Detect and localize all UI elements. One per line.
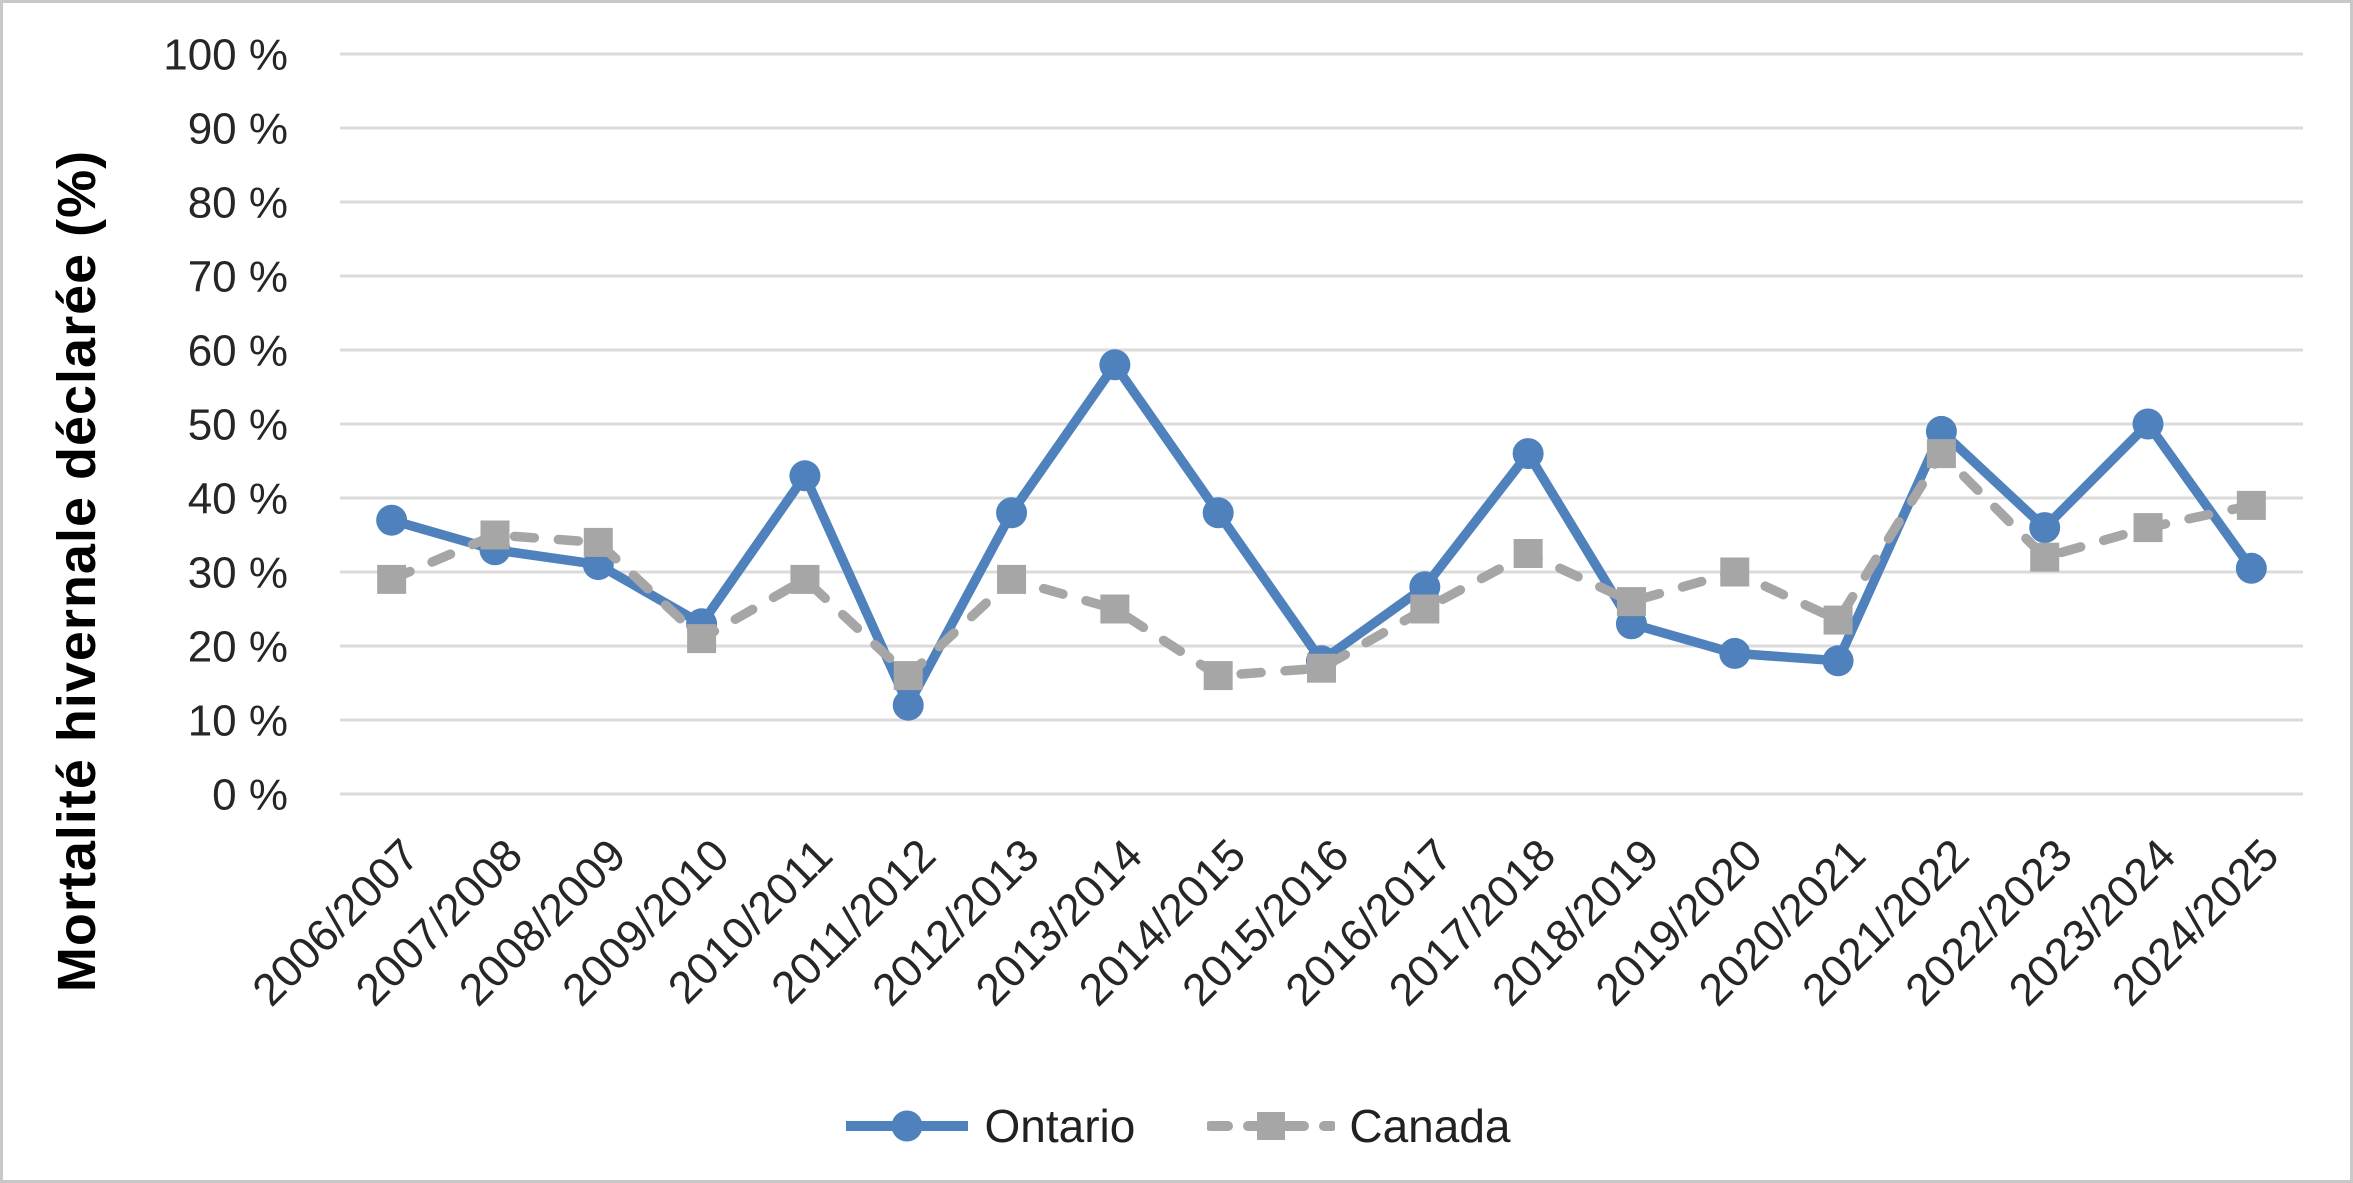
canada-marker [1926,439,1956,469]
canada-marker [1513,539,1543,568]
canada-marker [377,564,407,594]
y-tick-label: 30 % [188,549,288,598]
ontario-marker [789,460,821,492]
ontario-marker [376,504,408,536]
ontario-legend-marker-icon [891,1110,922,1142]
canada-marker [687,624,717,654]
y-tick-label: 50 % [188,401,288,450]
ontario-marker [892,689,924,721]
ontario-marker [2132,408,2164,440]
canada-marker [1100,594,1130,624]
canada-marker [2030,542,2060,572]
canada-marker [1307,653,1336,683]
y-tick-label: 10 % [188,697,288,746]
canada-line [386,448,2257,681]
line-chart: 0 % 10 % 20 % 30 % 40 % 50 % 60 % 70 % 80 % 90 % 1… [163,31,2303,1015]
y-tick-label: 80 % [188,179,288,228]
ontario-marker [1719,637,1751,669]
y-tick-label: 0 % [212,771,288,820]
x-axis-tick-labels: 2006/20072007/20082008/20092009/20102010… [242,829,2288,1015]
canada-marker [1823,605,1853,635]
ontario-marker [1822,645,1854,677]
canada-legend-swatch [1207,1112,1336,1140]
y-axis-title: Mortalité hivernale déclarée (%) [47,149,107,993]
ontario-legend-swatch [845,1110,968,1142]
y-tick-label: 100 % [163,31,288,80]
canada-marker [1720,557,1750,587]
ontario-marker [2235,552,2267,584]
canada-marker [480,520,510,550]
ontario-marker [996,497,1028,529]
canada-marker [790,564,820,594]
legend-label-ontario: Ontario [984,1100,1136,1152]
legend-item-canada: Canada [1207,1099,1511,1153]
legend-label-canada: Canada [1349,1100,1511,1152]
ontario-marker [2029,512,2061,544]
y-tick-label: 70 % [188,253,288,302]
canada-marker [583,527,613,557]
canada-marker [2236,490,2266,520]
canada-marker [893,661,923,691]
canada-legend-marker-icon [1257,1112,1286,1140]
canada-marker [1203,661,1233,691]
gridlines [340,52,2303,796]
series-canada [377,439,2266,691]
canada-marker [997,564,1027,594]
ontario-marker [1099,349,1131,381]
canada-marker [1410,594,1440,624]
y-axis-tick-labels: 0 % 10 % 20 % 30 % 40 % 50 % 60 % 70 % 80 % 90 % 1… [163,31,288,820]
canada-marker [2133,513,2163,543]
y-tick-label: 40 % [188,475,288,524]
ontario-marker [1202,497,1234,529]
canada-marker [1616,587,1646,617]
legend-item-ontario: Ontario [843,1099,1136,1153]
chart-legend: Ontario Canada [3,1099,2350,1153]
y-tick-label: 60 % [188,327,288,376]
y-tick-label: 90 % [188,105,288,154]
ontario-marker [1512,438,1544,470]
y-tick-label: 20 % [188,623,288,672]
